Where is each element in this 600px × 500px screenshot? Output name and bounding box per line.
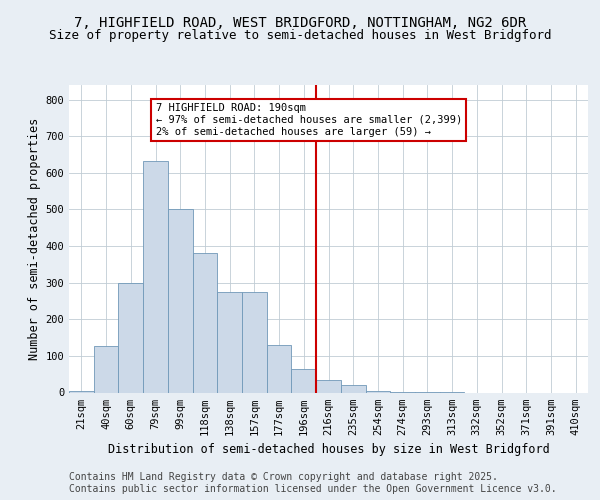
Bar (143, 161, 168, 392)
X-axis label: Distribution of semi-detached houses by size in West Bridgford: Distribution of semi-detached houses by … (107, 443, 550, 456)
Bar (341, 385, 365, 392)
Bar (242, 292, 267, 392)
Bar (118, 282, 143, 393)
Bar (168, 210, 193, 392)
Text: 7, HIGHFIELD ROAD, WEST BRIDGFORD, NOTTINGHAM, NG2 6DR: 7, HIGHFIELD ROAD, WEST BRIDGFORD, NOTTI… (74, 16, 526, 30)
Y-axis label: Number of semi-detached properties: Number of semi-detached properties (28, 118, 41, 360)
Bar (69, 390, 94, 392)
Bar (292, 368, 316, 392)
Bar (193, 254, 217, 392)
Bar (316, 380, 341, 392)
Text: 7 HIGHFIELD ROAD: 190sqm
← 97% of semi-detached houses are smaller (2,399)
2% of: 7 HIGHFIELD ROAD: 190sqm ← 97% of semi-d… (155, 104, 462, 136)
Bar (365, 390, 390, 392)
Text: Contains HM Land Registry data © Crown copyright and database right 2025.
Contai: Contains HM Land Registry data © Crown c… (69, 472, 557, 494)
Bar (94, 346, 118, 393)
Bar (267, 345, 292, 393)
Text: Size of property relative to semi-detached houses in West Bridgford: Size of property relative to semi-detach… (49, 29, 551, 42)
Bar (217, 292, 242, 392)
